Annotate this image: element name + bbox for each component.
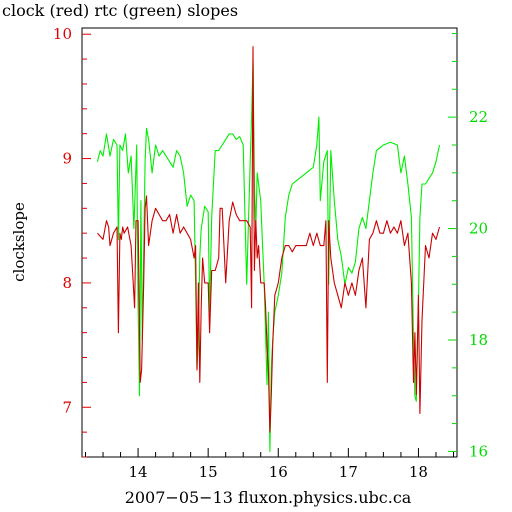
right-axis: 16 18 20 22 xyxy=(448,33,488,460)
x-axis: 14 15 16 17 18 xyxy=(85,448,454,481)
x-tick-label: 15 xyxy=(199,463,218,481)
x-tick-label: 17 xyxy=(339,463,358,481)
right-tick-label: 22 xyxy=(469,108,488,126)
x-tick-label: 16 xyxy=(269,463,288,481)
right-tick-label: 16 xyxy=(469,442,488,460)
left-tick-label: 8 xyxy=(62,274,72,292)
right-tick-label: 18 xyxy=(469,331,488,349)
right-tick-label: 20 xyxy=(469,220,488,238)
left-axis: 7 8 9 10 xyxy=(53,25,91,458)
left-tick-label: 7 xyxy=(62,398,72,416)
plot-frame xyxy=(81,27,458,458)
left-tick-label: 9 xyxy=(62,150,72,168)
y-axis-label: clockslope xyxy=(10,202,28,282)
series-line-clock xyxy=(96,46,441,433)
x-tick-label: 14 xyxy=(129,463,148,481)
series-layer xyxy=(96,46,441,452)
x-tick-label: 18 xyxy=(409,463,428,481)
x-axis-label: 2007−05−13 fluxon.physics.ubc.ca xyxy=(125,488,412,507)
chart-title: clock (red) rtc (green) slopes xyxy=(2,1,238,20)
left-tick-label: 10 xyxy=(53,25,72,43)
